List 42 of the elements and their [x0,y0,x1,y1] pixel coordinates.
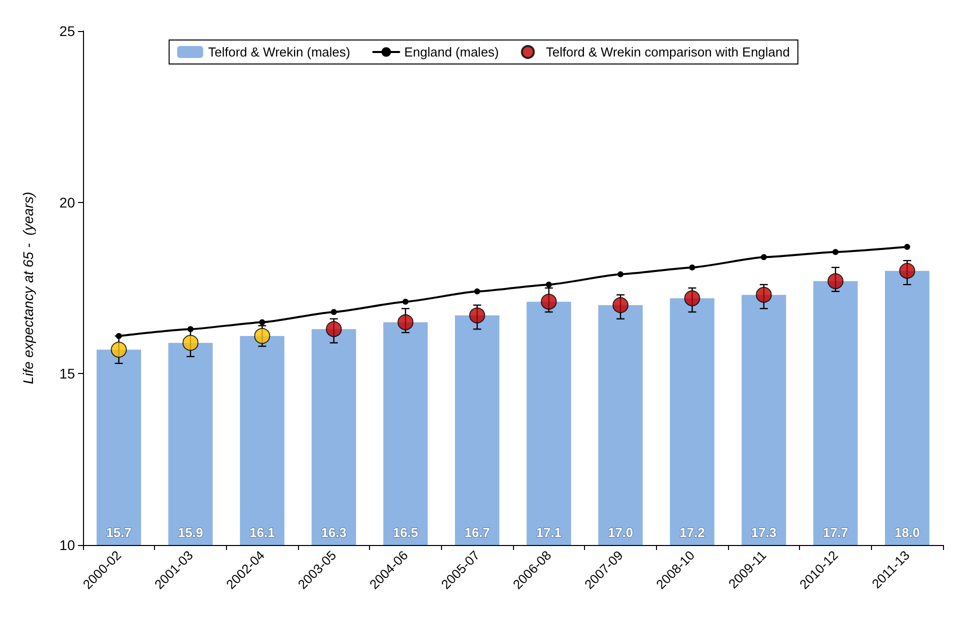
data-label: 17.7 [822,525,848,540]
point [832,249,838,256]
point [689,264,696,270]
y-tick-label: 15 [59,366,76,382]
data-label: 17.3 [751,525,776,540]
legend-label: England (males) [404,44,499,60]
point [618,271,624,278]
data-label: 16.3 [321,525,346,540]
data-label: 15.9 [178,525,204,540]
point [326,321,342,338]
data-label: 16.1 [250,525,275,540]
point [330,308,337,315]
point [684,290,700,306]
point [760,254,767,260]
point [398,314,414,330]
y-tick-label: 20 [59,194,76,210]
point [540,294,557,310]
point [110,342,127,358]
y-tick-label: 25 [59,23,76,39]
data-label: 18.0 [894,525,920,540]
data-label: 16.7 [464,525,490,540]
data-label: 17.2 [680,525,705,540]
data-label: 16.5 [392,525,418,540]
point [756,286,772,303]
y-tick-label: 10 [59,537,76,553]
point [254,328,270,344]
point [828,273,844,290]
point [474,288,480,294]
point [182,334,198,351]
y-axis-title: Life expectancy at 65 - (years) [20,192,36,384]
point [469,307,486,324]
point [546,282,552,288]
data-label: 15.7 [106,525,132,540]
legend-label: Telford & Wrekin comparison with England [546,44,790,60]
legend-label: Telford & Wrekin (males) [208,44,350,60]
data-label: 17.1 [536,525,562,540]
point [904,244,910,250]
point [899,262,916,279]
data-label: 17.0 [608,525,634,540]
point [612,297,628,314]
point [402,298,408,305]
point [259,319,266,326]
